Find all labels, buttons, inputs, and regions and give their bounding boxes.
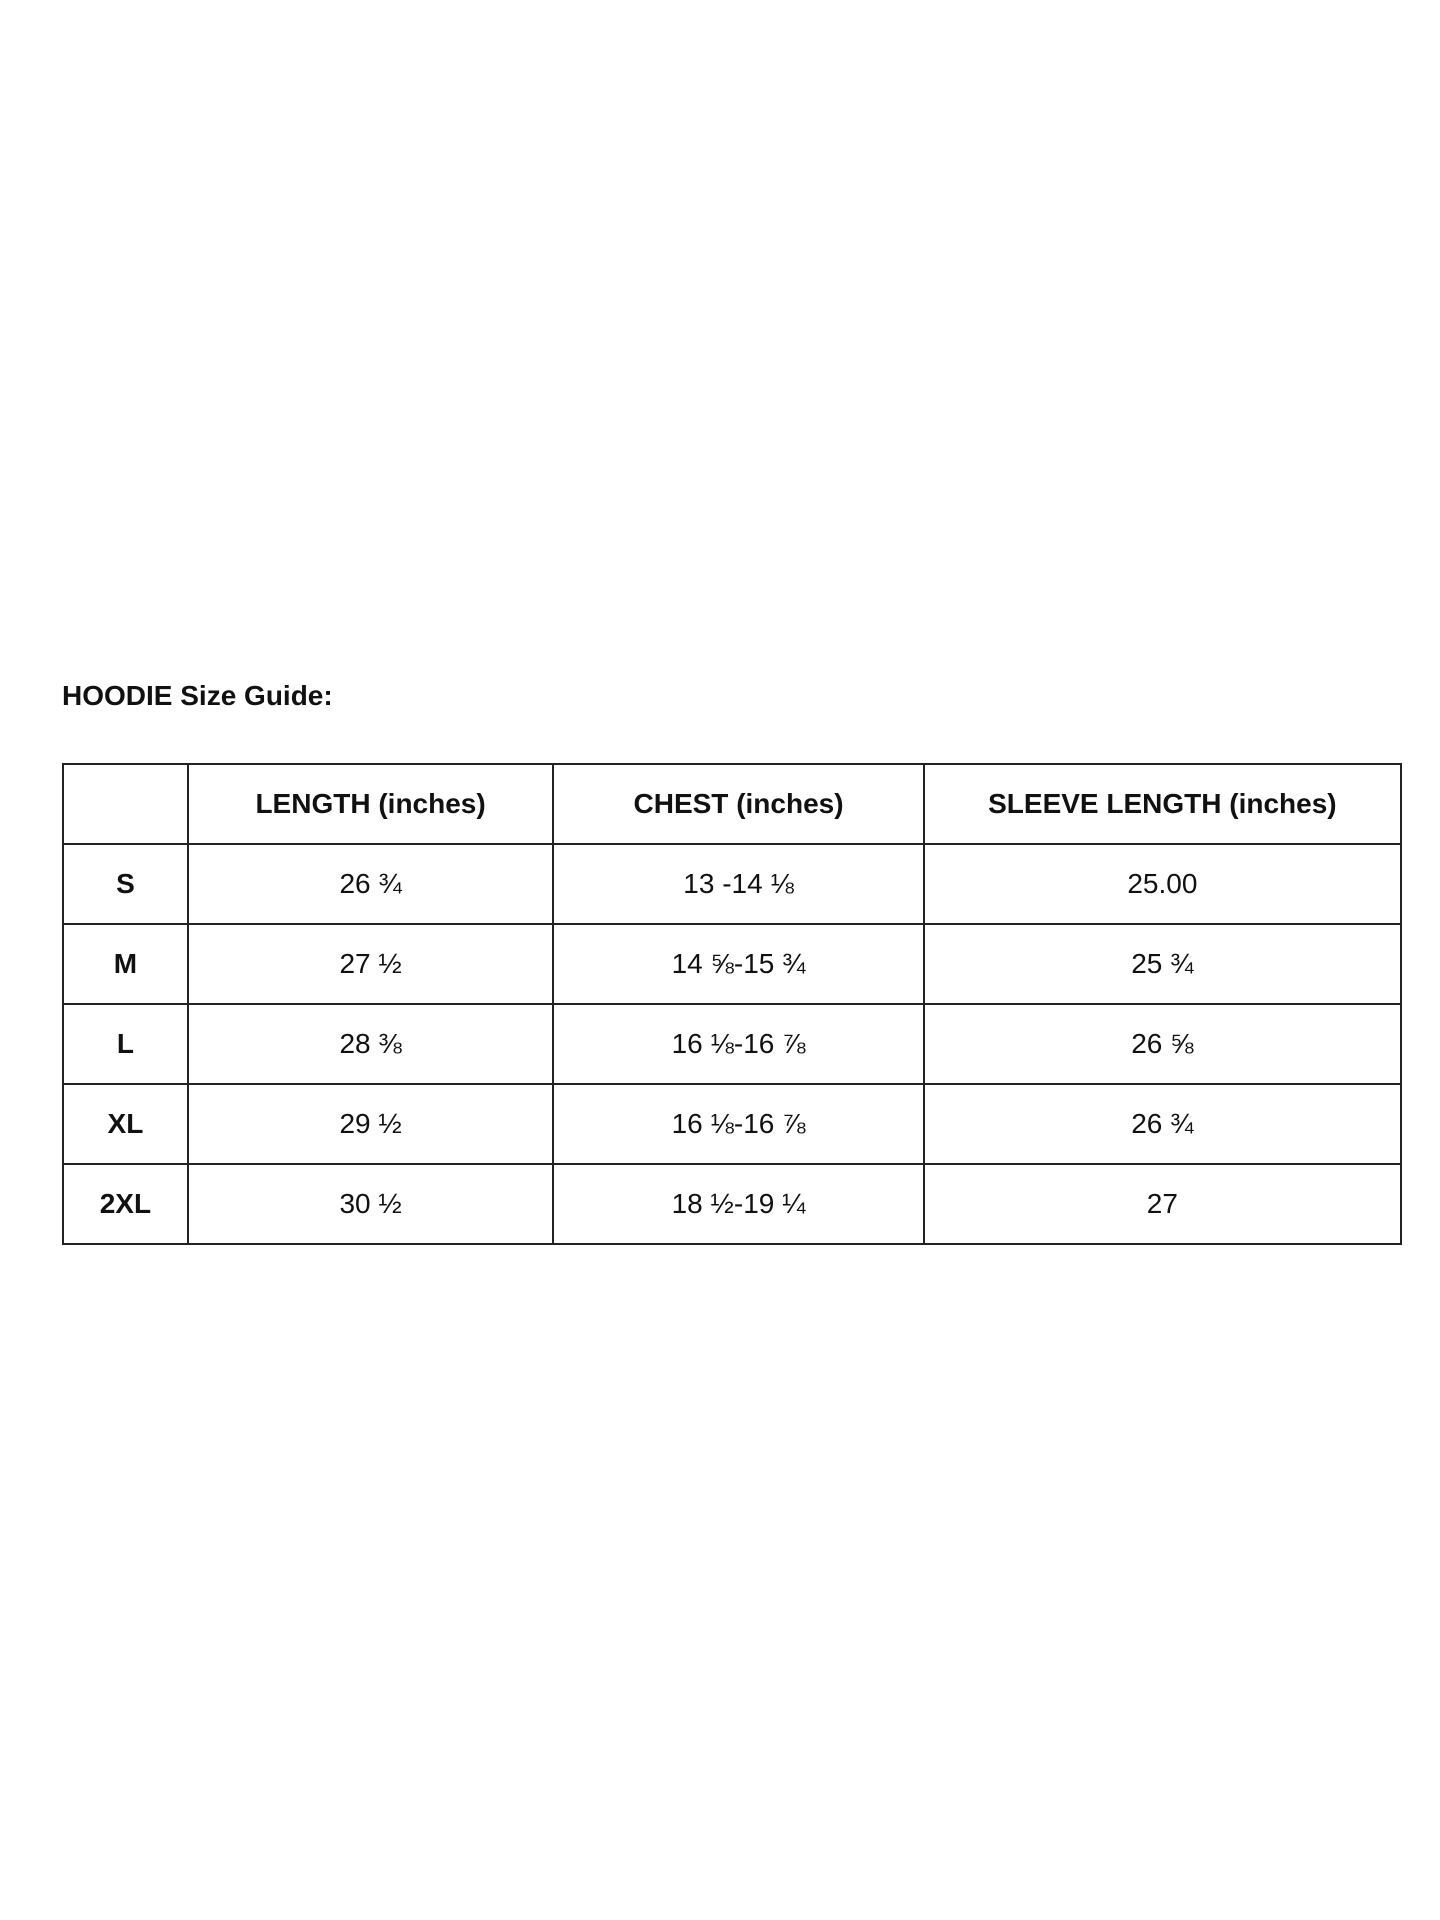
- table-row: 2XL 30 ½ 18 ½-19 ¼ 27: [62, 1163, 1403, 1245]
- size-cell: L: [62, 1003, 189, 1085]
- chest-cell: 16 ⅛-16 ⅞: [552, 1003, 925, 1085]
- chest-cell: 18 ½-19 ¼: [552, 1163, 925, 1245]
- size-guide-table: LENGTH (inches) CHEST (inches) SLEEVE LE…: [62, 763, 1403, 1245]
- size-cell: 2XL: [62, 1163, 189, 1245]
- sleeve-cell: 27: [922, 1163, 1403, 1245]
- sleeve-cell: 26 ⅝: [922, 1003, 1403, 1085]
- page-title: HOODIE Size Guide:: [62, 680, 333, 711]
- chest-cell: 14 ⅝-15 ¾: [552, 923, 925, 1005]
- length-cell: 28 ⅜: [186, 1003, 555, 1085]
- header-sleeve-length: SLEEVE LENGTH (inches): [922, 763, 1403, 845]
- size-cell: XL: [62, 1083, 189, 1165]
- table-row: XL 29 ½ 16 ⅛-16 ⅞ 26 ¾: [62, 1083, 1403, 1165]
- header-row: LENGTH (inches) CHEST (inches) SLEEVE LE…: [62, 763, 1403, 845]
- sleeve-cell: 25 ¾: [922, 923, 1403, 1005]
- chest-cell: 13 -14 ⅛: [552, 843, 925, 925]
- chest-cell: 16 ⅛-16 ⅞: [552, 1083, 925, 1165]
- length-cell: 27 ½: [186, 923, 555, 1005]
- sleeve-cell: 26 ¾: [922, 1083, 1403, 1165]
- header-length: LENGTH (inches): [186, 763, 555, 845]
- size-cell: M: [62, 923, 189, 1005]
- length-cell: 26 ¾: [186, 843, 555, 925]
- table-row: L 28 ⅜ 16 ⅛-16 ⅞ 26 ⅝: [62, 1003, 1403, 1085]
- header-chest: CHEST (inches): [552, 763, 925, 845]
- table-row: M 27 ½ 14 ⅝-15 ¾ 25 ¾: [62, 923, 1403, 1005]
- table-row: S 26 ¾ 13 -14 ⅛ 25.00: [62, 843, 1403, 925]
- size-cell: S: [62, 843, 189, 925]
- length-cell: 30 ½: [186, 1163, 555, 1245]
- sleeve-cell: 25.00: [922, 843, 1403, 925]
- header-size: [62, 763, 189, 845]
- length-cell: 29 ½: [186, 1083, 555, 1165]
